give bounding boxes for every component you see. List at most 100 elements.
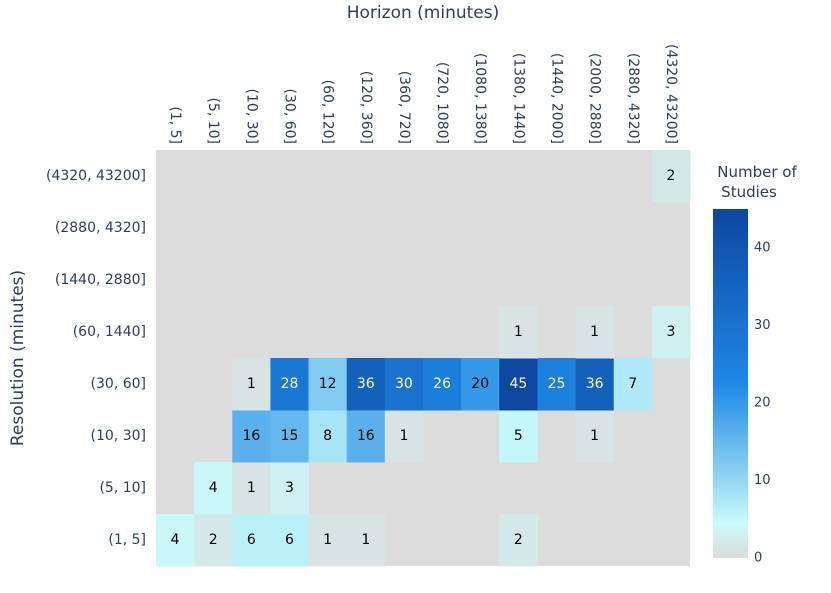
heatmap-cell: [384, 358, 424, 411]
y-tick-labels: (1, 5] (5, 10] (10, 30] (30, 60] (60, 1440] (…: [46, 168, 146, 548]
colorbar-gradient: [713, 209, 748, 558]
x-tick-labels: (1, 5] (5, 10] (10, 30] (30, 60] (60, 120] (1…: [167, 44, 679, 144]
y-tick-label: (5, 10]: [99, 480, 146, 496]
colorbar-tick-label: 30: [754, 318, 771, 333]
cell-value-label: 16: [242, 428, 260, 444]
heatmap-cell: [308, 514, 348, 567]
heatmap-cell: [651, 150, 691, 203]
y-tick-label: (2880, 4320]: [55, 220, 146, 236]
x-tick-label: (30, 60]: [282, 89, 298, 144]
heatmap-cell: [346, 358, 386, 411]
colorbar: Number of Studies 0 10 20 30 40: [713, 163, 797, 566]
heatmap-cell: [499, 306, 538, 359]
cell-value-label: 26: [433, 376, 451, 392]
cell-value-label: 1: [323, 532, 332, 548]
x-tick-label: (120, 360]: [358, 71, 374, 144]
heatmap-cell: [499, 410, 538, 463]
cell-value-label: 2: [514, 532, 523, 548]
y-tick-label: (30, 60]: [91, 376, 146, 392]
cell-value-label: 7: [628, 376, 637, 392]
x-tick-label: (1, 5]: [167, 106, 183, 144]
colorbar-tick-label: 10: [754, 473, 771, 488]
cell-value-label: 20: [471, 376, 489, 392]
x-tick-label: (1440, 2000]: [549, 53, 565, 144]
heatmap-cell: [346, 514, 386, 567]
colorbar-tick-label: 0: [754, 551, 762, 566]
heatmap-cell: [232, 358, 271, 411]
cell-value-label: 6: [285, 532, 294, 548]
heatmap-cell: [499, 514, 538, 567]
heatmap-cell-labels: 4 2 6 6 1 1 24 1 316 15 8 16 1 5 11 28 12 36 30 26 20 45 25 36 7…: [171, 168, 676, 548]
cell-value-label: 1: [590, 428, 599, 444]
cell-value-label: 1: [590, 324, 599, 340]
cell-value-label: 5: [514, 428, 523, 444]
cell-value-label: 30: [395, 376, 413, 392]
heatmap-cells: [156, 150, 691, 567]
x-tick-label: (1380, 1440]: [510, 53, 526, 144]
heatmap-cell: [461, 358, 500, 411]
cell-value-label: 36: [586, 376, 604, 392]
colorbar-title-line-2: Studies: [721, 183, 777, 201]
cell-value-label: 1: [247, 376, 256, 392]
heatmap-cell: [270, 462, 310, 515]
cell-value-label: 2: [666, 168, 675, 184]
heatmap-cell: [232, 514, 271, 567]
cell-value-label: 8: [323, 428, 332, 444]
x-tick-label: (720, 1080]: [434, 62, 450, 144]
cell-value-label: 3: [666, 324, 675, 340]
colorbar-tick-label: 20: [754, 395, 771, 410]
y-tick-label: (1, 5]: [108, 532, 146, 548]
cell-value-label: 15: [281, 428, 299, 444]
x-tick-label: (10, 30]: [243, 89, 259, 144]
heatmap-cell: [651, 306, 691, 359]
x-tick-label: (60, 120]: [320, 80, 336, 144]
heatmap-cell: [613, 358, 653, 411]
colorbar-title-line-1: Number of: [717, 163, 797, 181]
heatmap-cell: [423, 358, 462, 411]
y-tick-label: (4320, 43200]: [46, 168, 146, 184]
y-tick-label: (60, 1440]: [73, 324, 146, 340]
y-axis-title: Resolution (minutes): [8, 270, 28, 446]
y-tick-label: (1440, 2880]: [55, 272, 146, 288]
heatmap-cell: [308, 358, 348, 411]
cell-value-label: 6: [247, 532, 256, 548]
colorbar-tick-label: 40: [754, 240, 771, 255]
heatmap-cell: [575, 306, 615, 359]
heatmap-cell: [232, 410, 271, 463]
cell-value-label: 45: [509, 376, 527, 392]
heatmap-cell: [499, 358, 538, 411]
heatmap-cell: [232, 462, 271, 515]
x-tick-label: (1080, 1380]: [472, 53, 488, 144]
heatmap-cell: [156, 514, 195, 567]
y-tick-label: (10, 30]: [91, 428, 146, 444]
cell-value-label: 28: [281, 376, 299, 392]
cell-value-label: 1: [399, 428, 408, 444]
cell-value-label: 12: [319, 376, 337, 392]
cell-value-label: 3: [285, 480, 294, 496]
heatmap-cell: [384, 410, 424, 463]
heatmap-cell: [346, 410, 386, 463]
heatmap-cell: [537, 358, 577, 411]
x-tick-label: (360, 720]: [396, 71, 412, 144]
heatmap-cell: [575, 358, 615, 411]
heatmap-cell: [270, 514, 310, 567]
cell-value-label: 25: [548, 376, 566, 392]
x-axis-title: Horizon (minutes): [347, 3, 499, 23]
cell-value-label: 2: [209, 532, 218, 548]
heatmap-cell: [575, 410, 615, 463]
cell-value-label: 1: [247, 480, 256, 496]
heatmap-cell: [308, 410, 348, 463]
heatmap-cell: [194, 514, 233, 567]
cell-value-label: 36: [357, 376, 375, 392]
cell-value-label: 16: [357, 428, 375, 444]
x-tick-label: (2000, 2880]: [587, 53, 603, 144]
heatmap-cell: [270, 410, 310, 463]
cell-value-label: 4: [209, 480, 218, 496]
heatmap-cell: [194, 462, 233, 515]
heatmap-cell: [270, 358, 310, 411]
x-tick-label: (2880, 4320]: [625, 53, 641, 144]
cell-value-label: 1: [514, 324, 523, 340]
cell-value-label: 1: [361, 532, 370, 548]
x-tick-label: (4320, 43200]: [663, 44, 679, 144]
